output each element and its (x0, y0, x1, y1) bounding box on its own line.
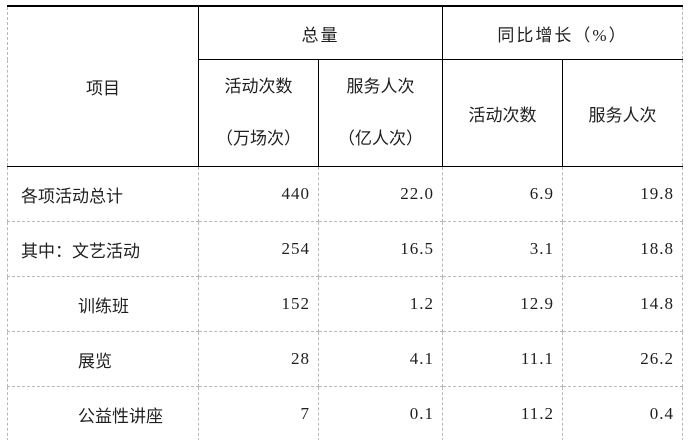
row-label: 展览 (7, 331, 199, 387)
growth-services-value: 26.2 (561, 331, 684, 387)
table-body: 各项活动总计 440 22.0 6.9 19.8 其中：文艺活动 254 16.… (7, 166, 684, 440)
row-label: 训练班 (7, 276, 199, 332)
row-label: 其中：文艺活动 (7, 221, 199, 277)
total-activities-value: 152 (198, 276, 319, 332)
total-services-value: 1.2 (318, 276, 443, 332)
header-total-services: 服务人次 （亿人次） (318, 59, 443, 167)
total-activities-value: 28 (198, 331, 319, 387)
total-services-value: 4.1 (318, 331, 443, 387)
header-total-activities-line1: 活动次数 (224, 77, 293, 96)
table-row-lectures: 公益性讲座 7 0.1 11.2 0.4 (7, 386, 684, 440)
header-total-group: 总量 (198, 5, 443, 60)
total-activities-value: 7 (198, 386, 319, 440)
total-activities-value: 440 (198, 166, 319, 222)
header-total-services-unit: （亿人次） (338, 129, 423, 148)
header-row-subcolumns: 活动次数 （万场次） 服务人次 （亿人次） 活动次数 服务人次 (8, 59, 684, 167)
row-label: 公益性讲座 (7, 386, 199, 440)
header-total-services-line1: 服务人次 (346, 77, 415, 96)
total-activities-value: 254 (198, 221, 319, 277)
growth-services-value: 0.4 (561, 386, 684, 440)
header-total-activities-unit: （万场次） (216, 129, 301, 148)
row-label: 各项活动总计 (7, 166, 199, 222)
growth-activities-value: 6.9 (442, 166, 563, 222)
header-row-groups: 项目 总量 同比增长（%） (7, 5, 684, 167)
header-item: 项目 (7, 5, 199, 167)
statistics-table: 项目 总量 同比增长（%） 活动次数 （万场次） 服务人次 （亿人次） 活动次数… (7, 5, 684, 440)
header-growth-activities: 活动次数 (442, 59, 563, 167)
table-row-training: 训练班 152 1.2 12.9 14.8 (7, 276, 684, 332)
table-header: 项目 总量 同比增长（%） 活动次数 （万场次） 服务人次 （亿人次） 活动次数… (7, 5, 684, 167)
table-row-total: 各项活动总计 440 22.0 6.9 19.8 (7, 166, 684, 222)
header-growth-services: 服务人次 (561, 59, 684, 167)
growth-activities-value: 12.9 (442, 276, 563, 332)
growth-activities-value: 11.2 (442, 386, 563, 440)
growth-activities-value: 11.1 (442, 331, 563, 387)
total-services-value: 16.5 (318, 221, 443, 277)
total-services-value: 0.1 (318, 386, 443, 440)
total-services-value: 22.0 (318, 166, 443, 222)
table-row-arts: 其中：文艺活动 254 16.5 3.1 18.8 (7, 221, 684, 277)
header-total-activities: 活动次数 （万场次） (198, 59, 319, 167)
growth-services-value: 19.8 (561, 166, 684, 222)
growth-activities-value: 3.1 (442, 221, 563, 277)
growth-services-value: 18.8 (561, 221, 684, 277)
table-row-exhibition: 展览 28 4.1 11.1 26.2 (7, 331, 684, 387)
growth-services-value: 14.8 (561, 276, 684, 332)
header-growth-group: 同比增长（%） (441, 5, 684, 60)
